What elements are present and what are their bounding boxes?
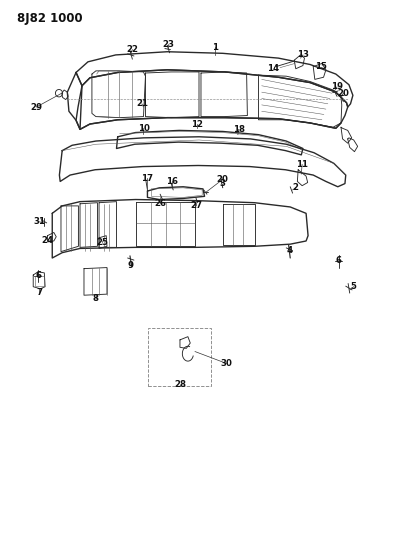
- Text: 13: 13: [297, 51, 309, 59]
- Text: 10: 10: [138, 124, 149, 133]
- Text: 3: 3: [219, 179, 225, 188]
- Text: 5: 5: [351, 282, 357, 291]
- Text: 15: 15: [315, 62, 327, 71]
- Text: 14: 14: [267, 64, 280, 73]
- Text: 31: 31: [33, 217, 45, 227]
- Text: 30: 30: [220, 359, 232, 368]
- Text: 19: 19: [331, 82, 343, 91]
- Text: 11: 11: [296, 160, 308, 169]
- Text: 12: 12: [191, 119, 203, 128]
- Text: 8J82 1000: 8J82 1000: [17, 12, 82, 25]
- Text: 18: 18: [233, 125, 245, 134]
- Text: 1: 1: [212, 43, 218, 52]
- Text: 6: 6: [36, 271, 42, 279]
- Text: 9: 9: [128, 261, 134, 270]
- Text: 29: 29: [30, 102, 43, 111]
- Text: 20: 20: [338, 88, 349, 98]
- Text: 8: 8: [93, 294, 99, 303]
- Text: 7: 7: [36, 287, 42, 296]
- Text: 25: 25: [96, 238, 108, 247]
- Text: 22: 22: [127, 45, 139, 54]
- Text: 27: 27: [191, 201, 203, 211]
- Text: 21: 21: [136, 99, 148, 108]
- Text: 17: 17: [140, 174, 153, 183]
- Text: 23: 23: [163, 40, 175, 49]
- Text: 16: 16: [166, 177, 178, 186]
- Text: 28: 28: [174, 380, 186, 389]
- Bar: [148, 328, 211, 385]
- Text: 24: 24: [41, 237, 54, 246]
- Text: 26: 26: [154, 199, 166, 208]
- Text: 20: 20: [217, 175, 229, 184]
- Text: 4: 4: [287, 246, 293, 255]
- Text: 2: 2: [293, 183, 299, 192]
- Text: 6: 6: [336, 256, 341, 264]
